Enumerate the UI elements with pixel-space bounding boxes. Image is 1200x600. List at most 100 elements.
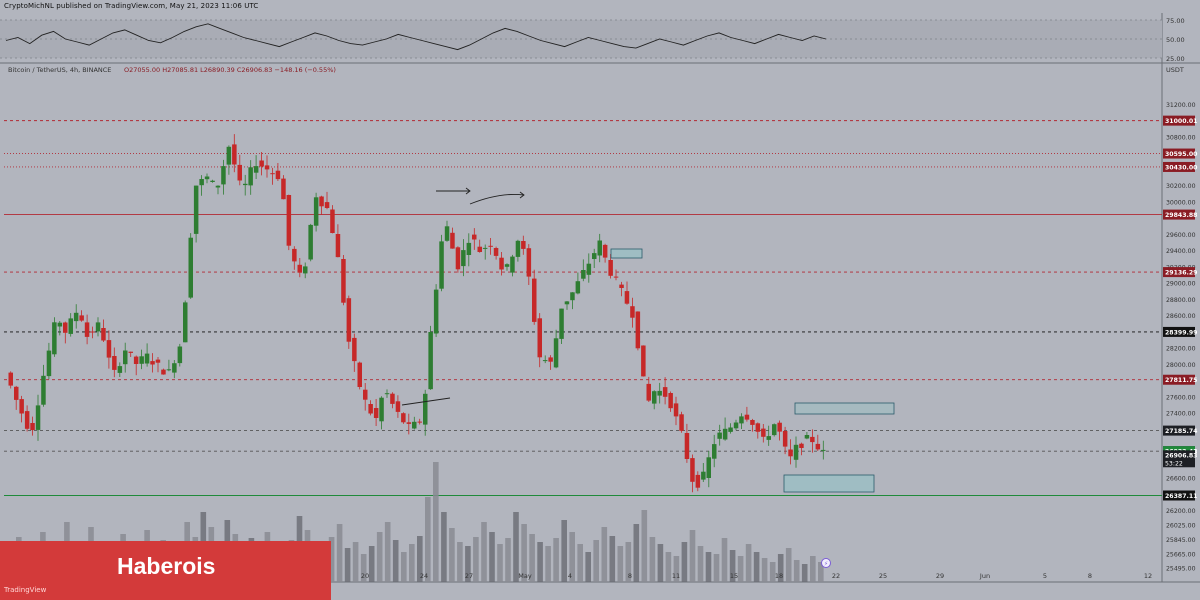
y-tick-label: 27400.00: [1166, 411, 1196, 418]
candle-body: [635, 311, 641, 349]
volume-bar: [673, 556, 680, 582]
candle-body: [553, 338, 559, 368]
candle-body: [352, 337, 357, 362]
volume-bar: [529, 534, 535, 582]
candle-body: [161, 369, 166, 375]
price-level-tag: [1163, 148, 1195, 159]
price-level-tag: [1163, 161, 1195, 172]
publisher-text: CryptoMichNL published on TradingView.co…: [4, 2, 259, 10]
candle-body: [275, 170, 281, 180]
symbol-label: Bitcoin / TetherUS, 4h, BINANCE: [8, 66, 111, 74]
supply-zone-box: [610, 248, 643, 259]
volume-bar: [697, 546, 704, 582]
candle-body: [166, 369, 172, 371]
candle-body: [679, 414, 684, 431]
arrow-head: [519, 191, 525, 199]
rsi-tick-label: 50.00: [1166, 36, 1185, 44]
candle-body: [324, 202, 330, 208]
y-tick-label: 26200.00: [1166, 508, 1196, 515]
candle-body: [662, 387, 668, 397]
volume-bar: [713, 554, 720, 582]
price-level-tag: [1163, 115, 1195, 126]
volume-bar: [657, 544, 664, 582]
volume-bar: [521, 524, 527, 582]
candle-body: [248, 167, 253, 186]
candle-body: [243, 183, 248, 186]
y-tick-label: 29600.00: [1166, 232, 1196, 239]
y-tick-label: 26025.00: [1166, 522, 1196, 529]
volume-bar: [818, 562, 824, 582]
currency-label: USDT: [1166, 66, 1184, 74]
price-level-label: 29136.29: [1165, 270, 1198, 277]
volume-bar: [585, 552, 591, 582]
volume-bar: [401, 552, 407, 582]
x-tick-label: 25: [879, 572, 887, 580]
last-price-tag: [1163, 450, 1195, 468]
brand-banner: [0, 541, 331, 600]
candle-body: [84, 322, 90, 337]
last-price-label: 26906.83: [1165, 452, 1198, 459]
volume-bar: [561, 520, 567, 582]
candle-body: [237, 164, 242, 181]
price-level-label: 29843.88: [1165, 212, 1198, 219]
y-tick-label: 25495.00: [1166, 566, 1196, 573]
candle-body: [8, 372, 13, 386]
candle-body: [744, 414, 750, 420]
candle-body: [286, 195, 292, 246]
candle-body: [24, 411, 30, 429]
candle-body: [313, 197, 319, 226]
volume-bar: [497, 544, 503, 582]
ohlc-values: O27055.00 H27085.81 L26890.39 C26906.83 …: [124, 66, 336, 74]
candle-body: [510, 256, 515, 273]
candle-body: [695, 474, 701, 488]
candle-body: [281, 178, 286, 200]
candle-body: [401, 413, 406, 423]
candle-body: [701, 471, 706, 480]
x-tick-label: 27: [465, 572, 473, 580]
rsi-line: [5, 23, 827, 51]
candle-body: [793, 444, 799, 460]
volume-bar: [344, 548, 351, 582]
candle-body: [608, 260, 613, 276]
volume-bar: [433, 462, 439, 582]
candle-body: [526, 248, 532, 277]
volume-bar: [392, 540, 399, 582]
price-level-tag: [1163, 209, 1195, 220]
candle-body: [532, 278, 537, 322]
candle-body: [423, 393, 428, 425]
candle-body: [624, 291, 630, 304]
candle-body: [477, 246, 482, 252]
candle-body: [395, 401, 401, 412]
candle-body: [341, 259, 346, 303]
candle-body: [548, 357, 553, 362]
candle-body: [106, 340, 112, 358]
volume-bar: [649, 537, 656, 582]
candle-body: [772, 424, 777, 436]
y-tick-label: 31200.00: [1166, 102, 1196, 109]
candle-body: [521, 241, 526, 249]
candle-body: [253, 166, 259, 173]
candle-body: [177, 346, 183, 364]
y-tick-label: 28800.00: [1166, 297, 1196, 304]
volume-bar: [505, 538, 511, 582]
volume-bar: [368, 546, 375, 582]
candle-body: [292, 248, 297, 262]
candle-body: [815, 443, 821, 450]
candle-body: [139, 356, 144, 364]
demand-zone-box: [783, 474, 875, 493]
candle-body: [35, 405, 41, 430]
y-tick-label: 27600.00: [1166, 394, 1196, 401]
candle-body: [215, 185, 221, 188]
candle-body: [602, 244, 608, 258]
candle-body: [482, 247, 488, 249]
y-tick-label: 25665.00: [1166, 552, 1196, 559]
candle-body: [73, 312, 79, 322]
candle-body: [499, 257, 504, 270]
x-tick-label: 11: [672, 572, 680, 580]
candle-body: [515, 240, 521, 257]
y-tick-label: 28200.00: [1166, 346, 1196, 353]
price-level-tag: [1163, 374, 1195, 385]
candle-body: [335, 234, 341, 258]
x-tick-label: Jun: [979, 572, 990, 580]
